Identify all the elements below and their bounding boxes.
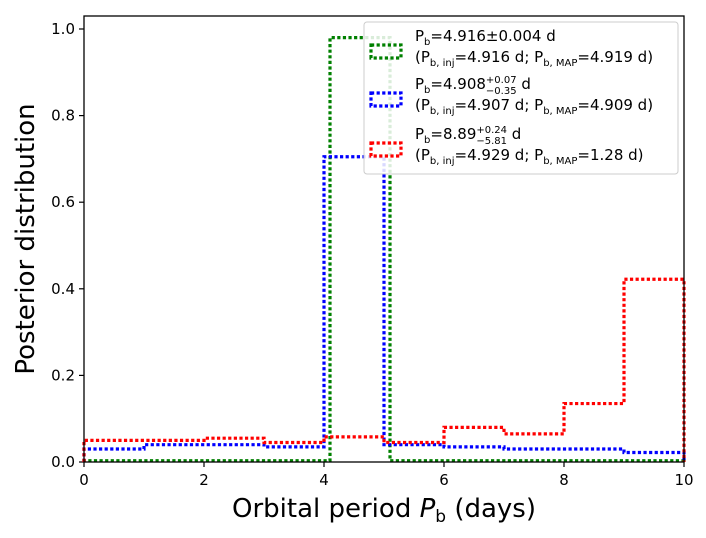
legend-param-subscript: b (424, 85, 430, 96)
legend-line1-green: Pb=4.916±0.004 d (415, 27, 556, 48)
legend-handle-blue (369, 91, 403, 108)
x-tick-label: 4 (319, 471, 329, 489)
legend-map-subscript: b, MAP (543, 58, 577, 69)
y-tick-label: 1.0 (51, 20, 75, 38)
legend-injected-subscript: b, inj (430, 156, 455, 167)
y-tick-label: 0.6 (51, 193, 75, 211)
histogram-series (82, 36, 686, 463)
legend-map-value: =1.28 d) (577, 146, 643, 164)
x-tick-label: 8 (559, 471, 569, 489)
legend-line1-blue: Pb=4.908+0.07 −0.35 d (415, 75, 531, 97)
legend-upper-error: +0.24 (476, 125, 507, 136)
x-tick-label: 0 (79, 471, 89, 489)
y-axis-ticks: 0.0 0.2 0.4 0.6 0.8 1.0 (51, 20, 84, 471)
x-tick-label: 2 (199, 471, 209, 489)
y-tick-label: 0.0 (51, 453, 75, 471)
legend-map-subscript: b, MAP (543, 106, 577, 117)
legend-param-unit: d (507, 125, 521, 143)
legend-line2-red: (Pb, inj=4.929 d; Pb, MAP=1.28 d) (415, 146, 644, 167)
x-axis-label-suffix: (days) (446, 494, 536, 524)
legend-param-unit: d (517, 75, 531, 93)
legend-injected-open: (P (415, 146, 430, 164)
legend: Pb=4.916±0.004 d(Pb, inj=4.916 d; Pb, MA… (363, 21, 679, 175)
y-tick-label: 0.8 (51, 107, 75, 125)
legend-line2-green: (Pb, inj=4.916 d; Pb, MAP=4.919 d) (415, 48, 653, 69)
x-axis-label-variable-subscript: b (435, 507, 446, 527)
y-axis-label: Posterior distribution (11, 103, 41, 374)
x-axis-ticks: 0 2 4 6 8 10 (79, 462, 694, 489)
legend-param-symbol: P (415, 125, 424, 143)
histogram-series-green (82, 36, 686, 463)
legend-lower-error: −5.81 (476, 136, 507, 147)
x-tick-label: 6 (439, 471, 449, 489)
legend-lower-error: −0.35 (486, 86, 517, 97)
legend-injected-value: =4.929 d; P (455, 146, 544, 164)
y-tick-label: 0.2 (51, 366, 75, 384)
legend-param-symbol: P (415, 27, 424, 45)
legend-injected-subscript: b, inj (430, 58, 455, 69)
legend-param-value: =4.908 (430, 75, 486, 93)
legend-upper-error: +0.07 (486, 75, 517, 86)
legend-injected-open: (P (415, 48, 430, 66)
legend-injected-value: =4.907 d; P (455, 96, 544, 114)
legend-box (363, 21, 679, 175)
legend-param-symbol: P (415, 75, 424, 93)
x-axis-label-prefix: Orbital period (232, 494, 420, 524)
histogram-series-red (82, 277, 686, 462)
legend-map-subscript: b, MAP (543, 156, 577, 167)
legend-param-value: =4.916±0.004 d (430, 27, 555, 45)
y-tick-label: 0.4 (51, 280, 75, 298)
legend-line2-blue: (Pb, inj=4.907 d; Pb, MAP=4.909 d) (415, 96, 653, 117)
legend-map-value: =4.919 d) (577, 48, 653, 66)
legend-injected-subscript: b, inj (430, 106, 455, 117)
x-axis-label-variable: P (420, 494, 436, 524)
legend-line1-red: Pb=8.89+0.24 −5.81 d (415, 125, 521, 147)
legend-handle-red (369, 141, 403, 158)
x-tick-label: 10 (674, 471, 693, 489)
legend-handle-green (369, 43, 403, 60)
legend-injected-open: (P (415, 96, 430, 114)
legend-injected-value: =4.916 d; P (455, 48, 544, 66)
x-axis-label: Orbital period Pb (days) (232, 494, 536, 527)
legend-param-subscript: b (424, 135, 430, 146)
legend-param-subscript: b (424, 37, 430, 48)
histogram-series-blue (82, 155, 686, 462)
plot-frame (83, 15, 685, 463)
legend-param-value: =8.89 (430, 125, 476, 143)
legend-map-value: =4.909 d) (577, 96, 653, 114)
